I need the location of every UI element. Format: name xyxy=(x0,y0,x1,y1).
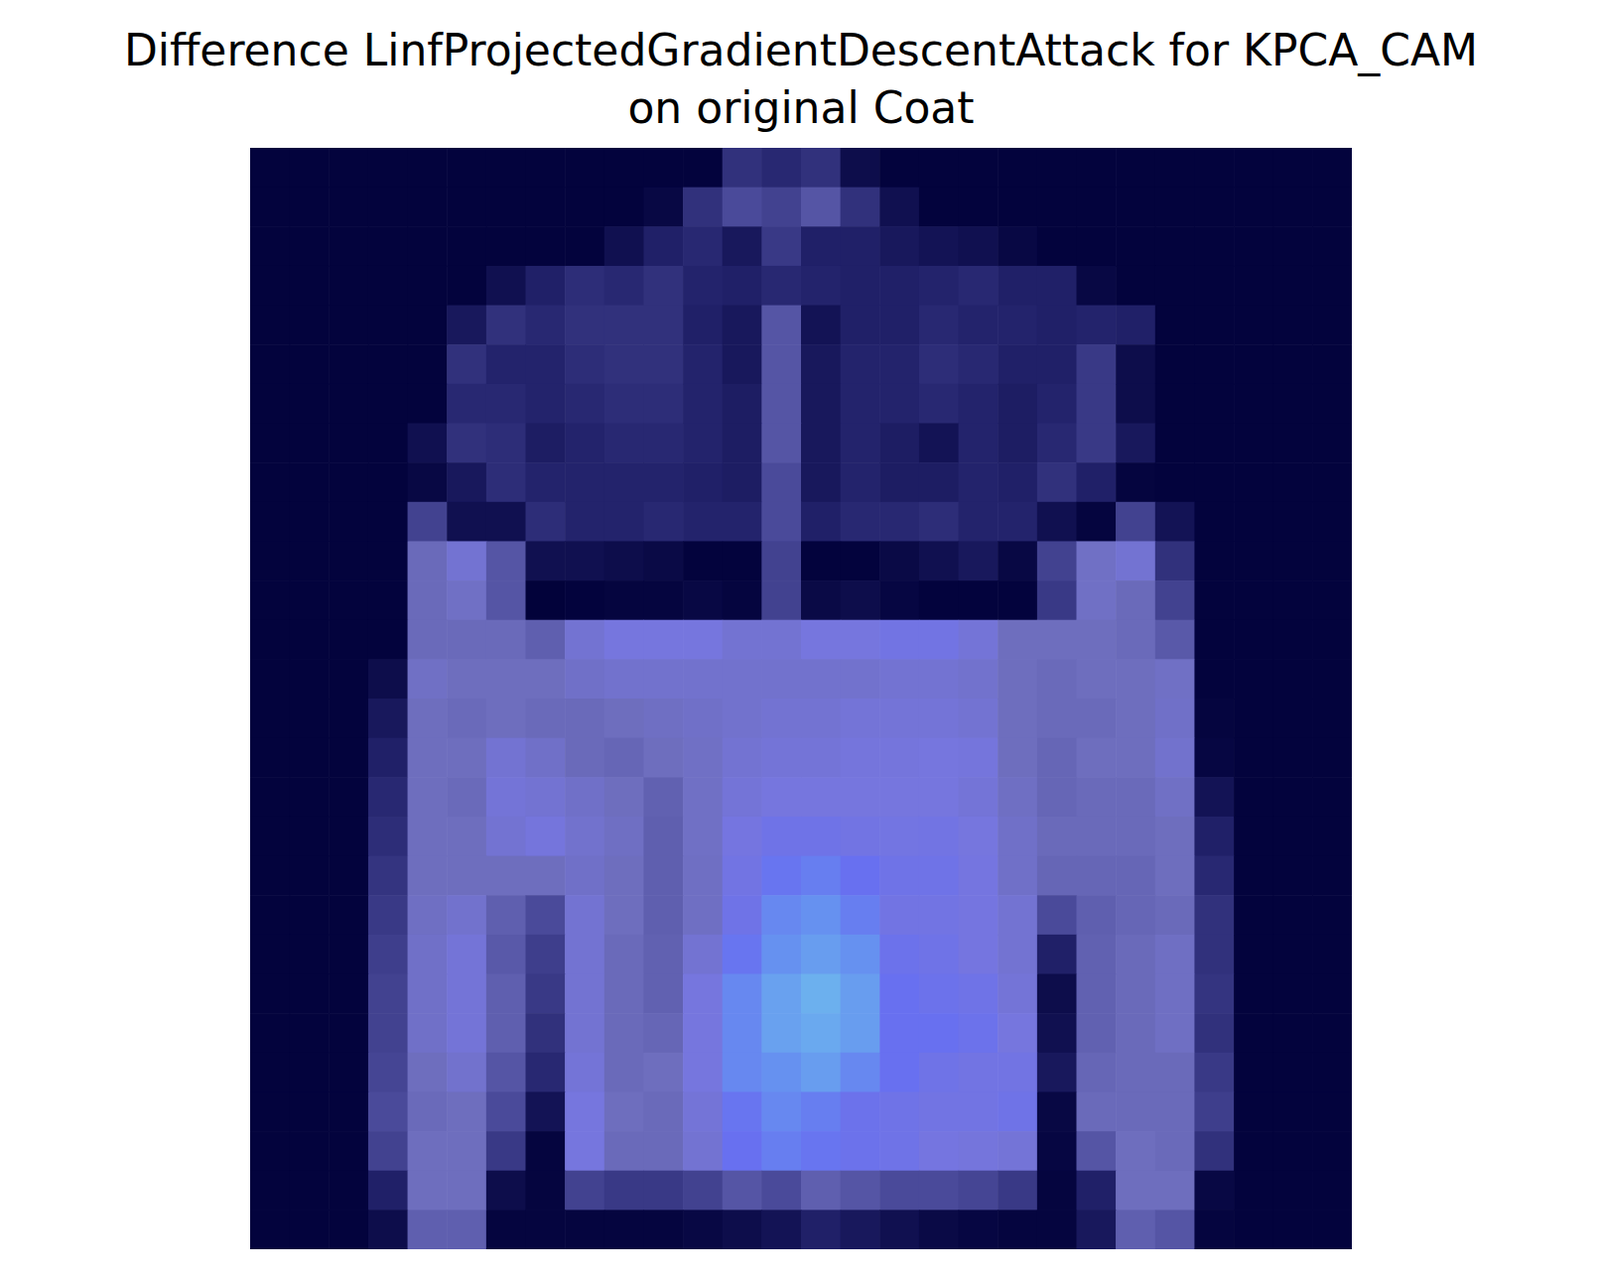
svg-text:on original Coat: on original Coat xyxy=(627,82,974,134)
svg-text:Difference LinfProjectedGradie: Difference LinfProjectedGradientDescentA… xyxy=(124,24,1478,77)
